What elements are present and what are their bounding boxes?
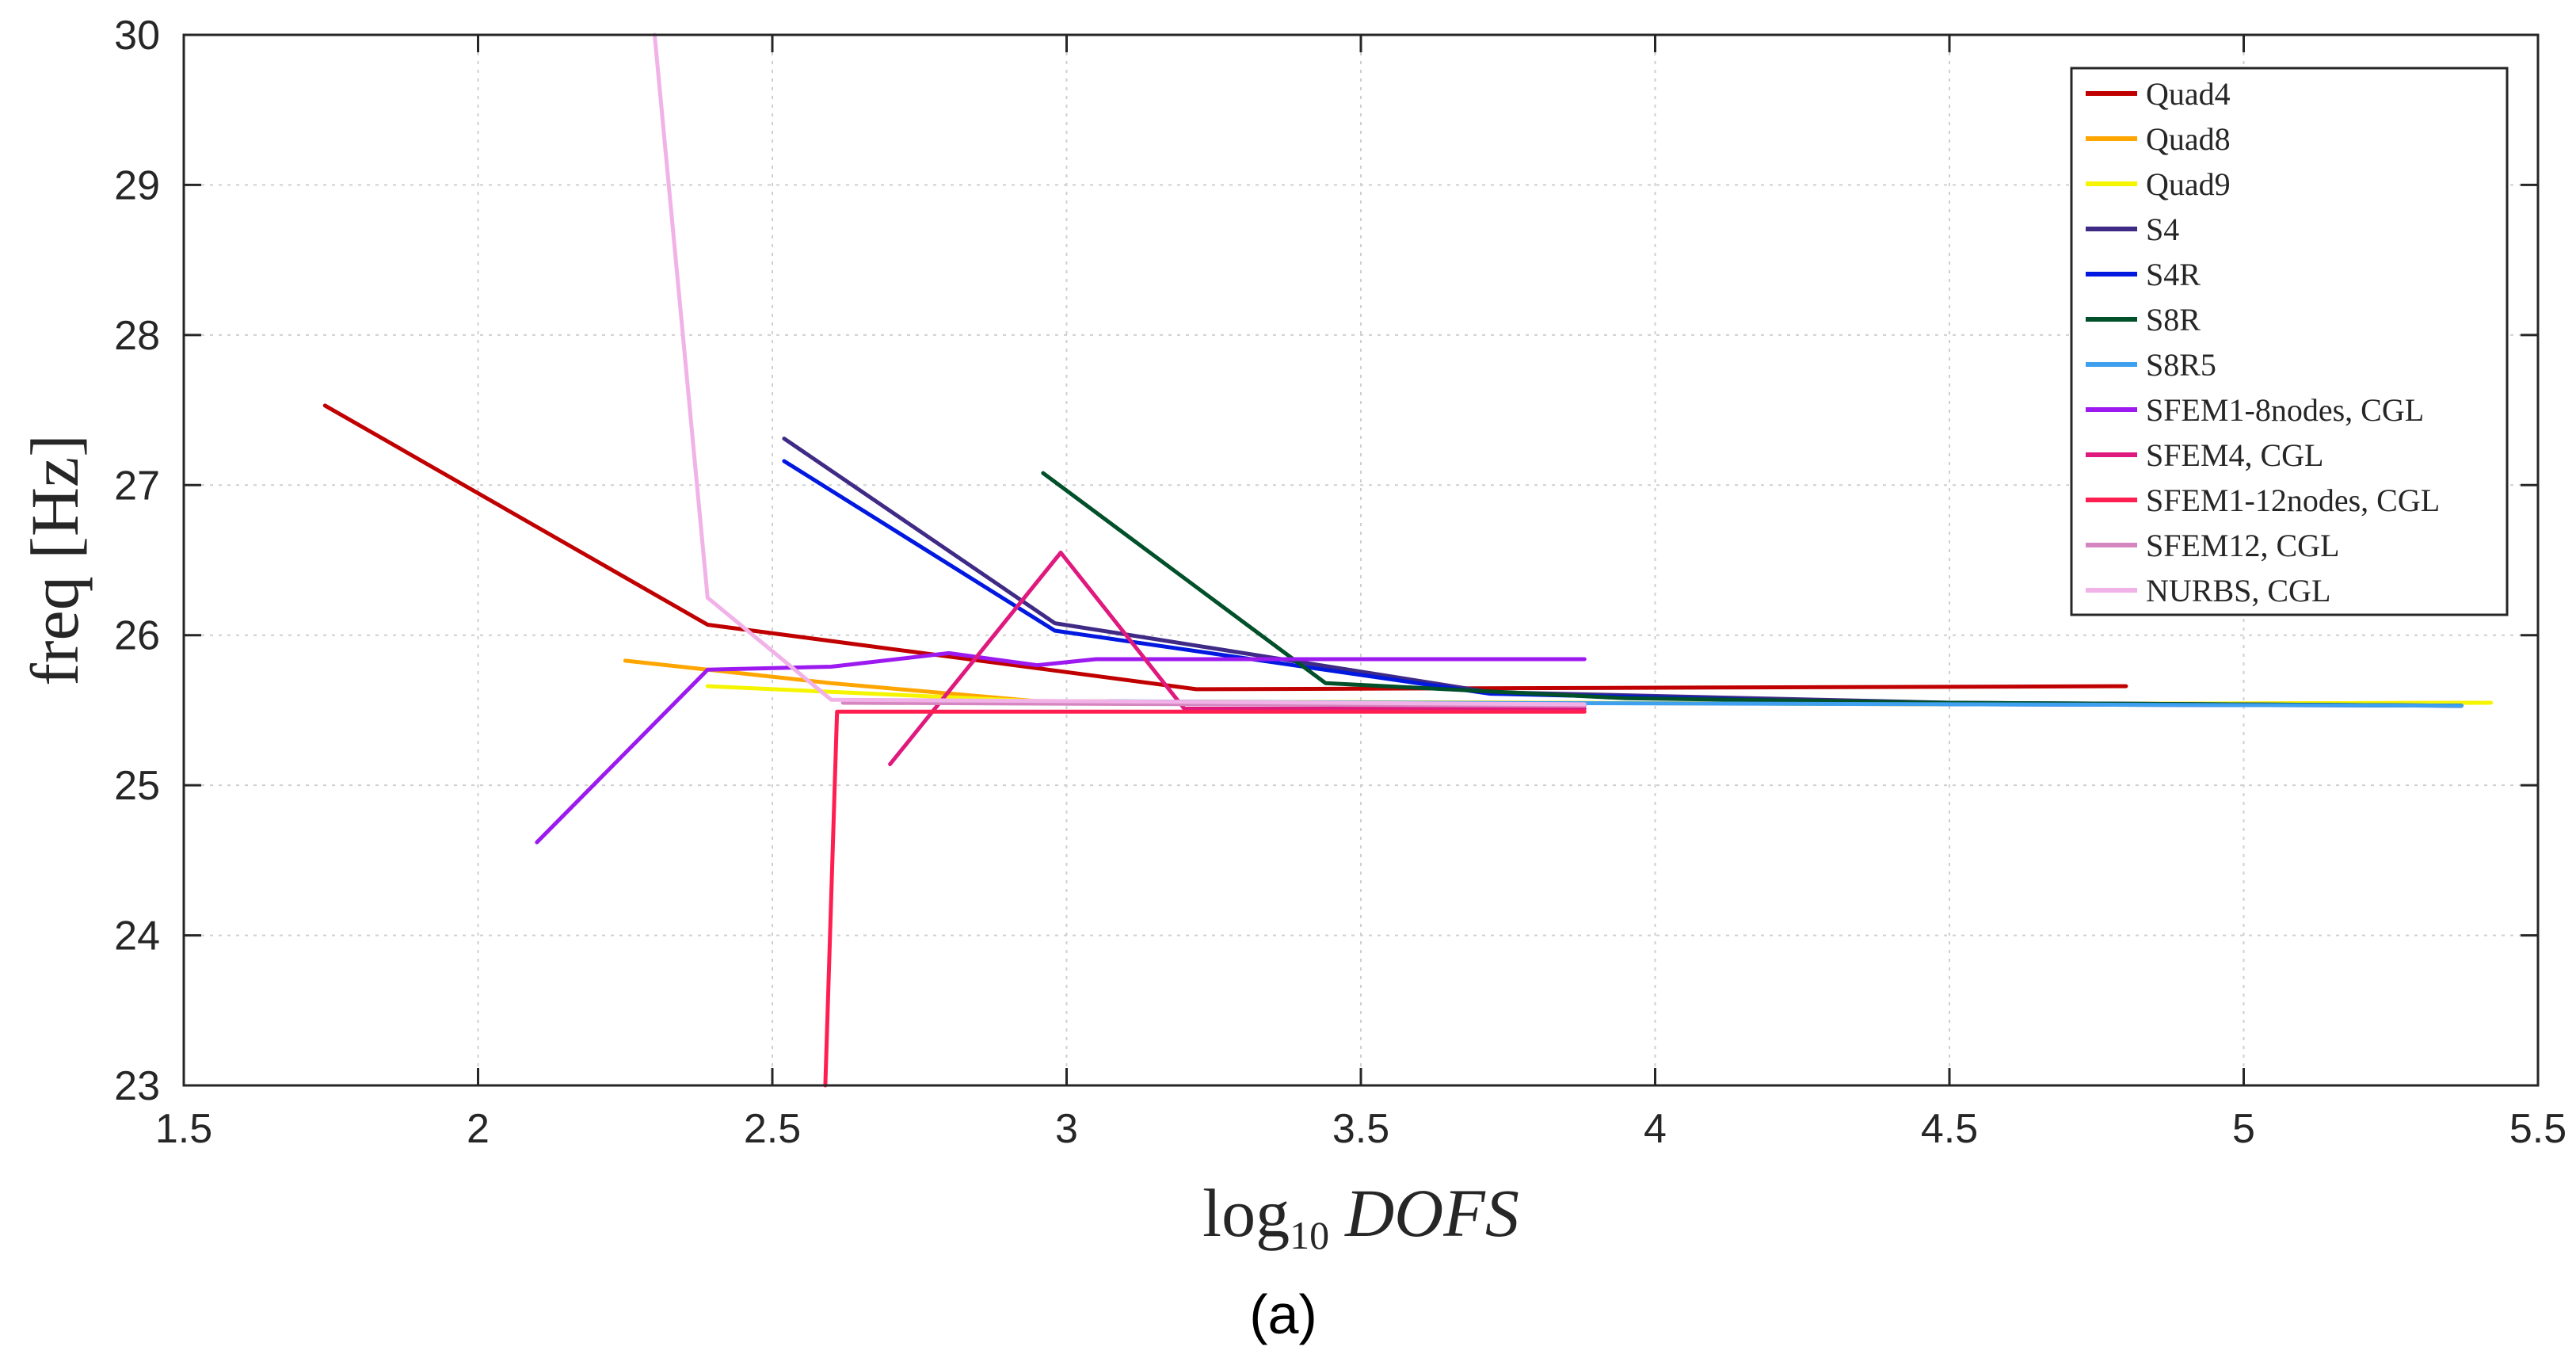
series-lines [322, 32, 2494, 1088]
y-tick-label-5: 28 [114, 313, 160, 359]
legend-label-sfem4-cgl: SFEM4, CGL [2146, 437, 2324, 473]
legend-label-sfem1-8nodes-cgl: SFEM1-8nodes, CGL [2146, 392, 2424, 428]
y-tick-label-1: 24 [114, 913, 160, 959]
series-line-sfem1-12nodes-cgl [823, 709, 1587, 1088]
x-tick-label-1: 2 [467, 1106, 490, 1152]
y-tick-label-3: 26 [114, 613, 160, 659]
y-tick-labels: 23 24 25 26 27 28 29 30 [114, 13, 160, 1109]
y-tick-label-2: 25 [114, 763, 160, 809]
x-axis-title: log10 DOFS [1202, 1175, 1519, 1257]
legend-label-quad9: Quad9 [2146, 166, 2231, 202]
x-tick-label-4: 3.5 [1332, 1106, 1389, 1152]
x-axis-title-prefix: log [1202, 1175, 1290, 1251]
x-tick-label-7: 5 [2232, 1106, 2255, 1152]
legend-label-sfem12-cgl: SFEM12, CGL [2146, 528, 2340, 563]
legend-label-s8r5: S8R5 [2146, 347, 2216, 383]
y-tick-label-6: 29 [114, 162, 160, 208]
y-tick-label-4: 27 [114, 463, 160, 509]
x-tick-label-2: 2.5 [744, 1106, 801, 1152]
x-tick-labels: 1.5 2 2.5 3 3.5 4 4.5 5 5.5 [155, 1106, 2566, 1152]
legend-label-quad4: Quad4 [2146, 76, 2231, 112]
x-tick-label-5: 4 [1644, 1106, 1667, 1152]
x-tick-label-3: 3 [1055, 1106, 1078, 1152]
x-axis-title-variable: DOFS [1344, 1175, 1519, 1251]
y-tick-label-7: 30 [114, 13, 160, 59]
y-tick-label-0: 23 [114, 1063, 160, 1109]
legend-box [2070, 67, 2509, 616]
series-line-sfem4-cgl [888, 551, 1587, 767]
legend-label-s4r: S4R [2146, 257, 2201, 292]
legend: Quad4 Quad8 Quad9 S4 S4R S8R S8R5 SFEM1-8nodes,… [2070, 67, 2509, 616]
y-axis-title: freq [Hz] [17, 434, 93, 686]
legend-label-quad8: Quad8 [2146, 121, 2231, 157]
series-line-nurbs-cgl [652, 32, 1587, 707]
legend-label-s4: S4 [2146, 212, 2179, 247]
x-tick-label-6: 4.5 [1921, 1106, 1978, 1152]
legend-label-nurbs-cgl: NURBS, CGL [2146, 573, 2330, 608]
x-tick-label-8: 5.5 [2509, 1106, 2566, 1152]
legend-label-sfem1-12nodes-cgl: SFEM1-12nodes, CGL [2146, 482, 2440, 518]
legend-label-s8r: S8R [2146, 302, 2201, 338]
series-line-quad4 [322, 403, 2128, 692]
x-axis-title-subscript: 10 [1290, 1213, 1329, 1257]
panel-label: (a) [1249, 1283, 1317, 1345]
x-tick-label-0: 1.5 [155, 1106, 212, 1152]
axis-ticks [182, 33, 2540, 1087]
series-line-sfem1-8nodes-cgl [535, 650, 1587, 845]
